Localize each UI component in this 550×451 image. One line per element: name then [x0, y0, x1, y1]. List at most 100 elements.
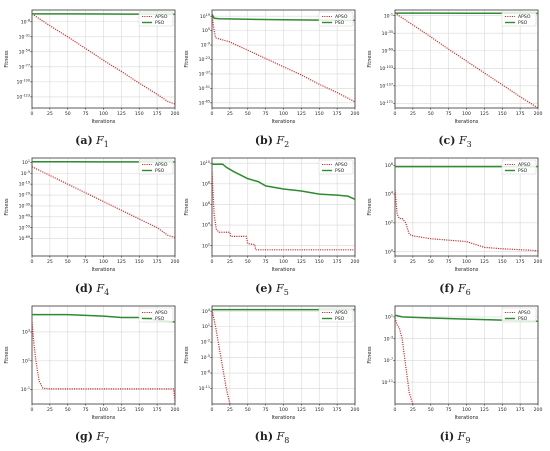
x-tick-label: 25	[47, 407, 53, 413]
legend-label-apso: APSO	[335, 162, 348, 168]
chart-panel: 0 25 50 75 100 125 150 175 200 10-1 10-35 10-69 10-1…	[365, 4, 545, 152]
chart-svg: 0 25 50 75 100 125 150 175 200 104 101 10-2 10-5 10-8…	[184, 305, 359, 421]
x-tick-label: 175	[153, 259, 162, 265]
x-tick-label: 200	[171, 259, 180, 265]
caption-subscript: 6	[465, 288, 471, 298]
chart-panel: 0 25 50 75 100 125 150 175 200 10-1 101 103 Iteratio…	[2, 300, 182, 448]
x-tick-label: 150	[315, 259, 324, 265]
x-tick-label: 175	[516, 111, 525, 117]
y-tick-label: 10-65	[199, 99, 210, 106]
y-tick-label: 10-100	[16, 78, 30, 85]
y-tick-label: 10-3	[384, 335, 393, 342]
x-tick-label: 150	[498, 111, 507, 117]
legend-label-pso: PSO	[155, 20, 165, 26]
y-tick-label: 10-37	[199, 71, 210, 78]
y-axis-label: Fitness	[4, 346, 10, 364]
y-tick-label: 103	[22, 329, 30, 336]
x-tick-label: 175	[333, 407, 342, 413]
x-tick-label: 125	[297, 407, 306, 413]
x-tick-label: 25	[410, 407, 416, 413]
caption-function: F	[457, 282, 466, 295]
y-tick-label: 104	[202, 308, 210, 315]
y-tick-label: 10-49	[19, 213, 30, 220]
x-tick-label: 175	[153, 111, 162, 117]
caption-subscript: 3	[466, 140, 472, 150]
caption-subscript: 5	[283, 288, 289, 298]
y-tick-label: 10-35	[382, 30, 393, 37]
caption-letter: (c)	[438, 134, 456, 147]
x-tick-label: 150	[498, 259, 507, 265]
caption-function: F	[458, 134, 467, 147]
y-tick-label: 10-69	[19, 235, 30, 242]
x-tick-label: 200	[171, 407, 180, 413]
series-line-apso	[32, 321, 175, 402]
caption-function: F	[276, 430, 285, 443]
panel-caption: (e) F5	[182, 282, 362, 297]
x-tick-label: 75	[83, 111, 89, 117]
x-tick-label: 150	[135, 259, 144, 265]
y-tick-label: 10-123	[16, 93, 30, 100]
x-tick-label: 100	[462, 259, 471, 265]
caption-letter: (h)	[254, 430, 274, 443]
y-tick-label: 10-9	[21, 170, 30, 177]
x-tick-label: 75	[263, 259, 269, 265]
y-axis-label: Fitness	[367, 198, 373, 216]
x-tick-label: 50	[65, 259, 71, 265]
series-line-apso	[212, 310, 231, 404]
x-tick-label: 25	[227, 259, 233, 265]
x-tick-label: 100	[279, 259, 288, 265]
x-tick-label: 75	[446, 259, 452, 265]
x-tick-label: 0	[211, 407, 214, 413]
caption-letter: (g)	[74, 430, 93, 443]
y-axis-label: Fitness	[184, 346, 190, 364]
chart-svg: 0 25 50 75 100 125 150 175 200 10-8 10-31 10-54 10-7…	[4, 9, 179, 125]
legend-label-pso: PSO	[518, 316, 528, 322]
y-tick-label: 10-137	[379, 82, 393, 89]
y-tick-label: 10-54	[19, 48, 30, 55]
legend-label-apso: APSO	[335, 310, 348, 316]
x-tick-label: 125	[480, 259, 489, 265]
y-tick-label: 102	[202, 242, 210, 249]
series-line-apso	[395, 12, 538, 108]
x-tick-label: 75	[263, 407, 269, 413]
x-tick-label: 75	[263, 111, 269, 117]
series-line-apso	[395, 317, 414, 404]
x-tick-label: 100	[99, 111, 108, 117]
y-tick-label: 10-5	[201, 354, 210, 361]
x-tick-label: 50	[65, 407, 71, 413]
x-tick-label: 175	[333, 111, 342, 117]
x-tick-label: 100	[462, 407, 471, 413]
y-tick-label: 101	[385, 313, 393, 320]
chart-panel: 0 25 50 75 100 125 150 175 200 101 10-3 10-7 10-11 It…	[365, 300, 545, 448]
chart-panel: 0 25 50 75 100 125 150 175 200 104 101 10-2 10-5 10-8…	[182, 300, 362, 448]
y-tick-label: 10-7	[384, 357, 393, 364]
legend-label-pso: PSO	[155, 168, 165, 174]
x-tick-label: 100	[279, 111, 288, 117]
y-tick-label: 10-77	[19, 63, 30, 70]
caption-letter: (d)	[74, 282, 93, 295]
legend-label-pso: PSO	[155, 316, 165, 322]
y-tick-label: 102	[385, 219, 393, 226]
caption-subscript: 2	[284, 140, 290, 150]
y-tick-label: 1019	[200, 13, 210, 20]
x-tick-label: 150	[135, 111, 144, 117]
x-tick-label: 25	[227, 111, 233, 117]
x-tick-label: 150	[498, 407, 507, 413]
chart-svg: 0 25 50 75 100 125 150 175 200 10-1 101 103 Iteratio…	[4, 305, 180, 421]
caption-function: F	[96, 282, 105, 295]
caption-subscript: 4	[104, 288, 110, 298]
series-line-apso	[32, 13, 175, 105]
y-axis-label: Fitness	[184, 198, 190, 216]
x-tick-label: 200	[534, 407, 543, 413]
panel-caption: (b) F2	[182, 134, 362, 149]
legend-label-apso: APSO	[518, 310, 531, 316]
y-tick-label: 10-8	[201, 370, 210, 377]
y-tick-label: 10-103	[379, 65, 393, 72]
caption-letter: (a)	[75, 134, 93, 147]
x-tick-label: 125	[480, 111, 489, 117]
y-tick-label: 104	[202, 222, 210, 229]
y-tick-label: 104	[385, 191, 393, 198]
